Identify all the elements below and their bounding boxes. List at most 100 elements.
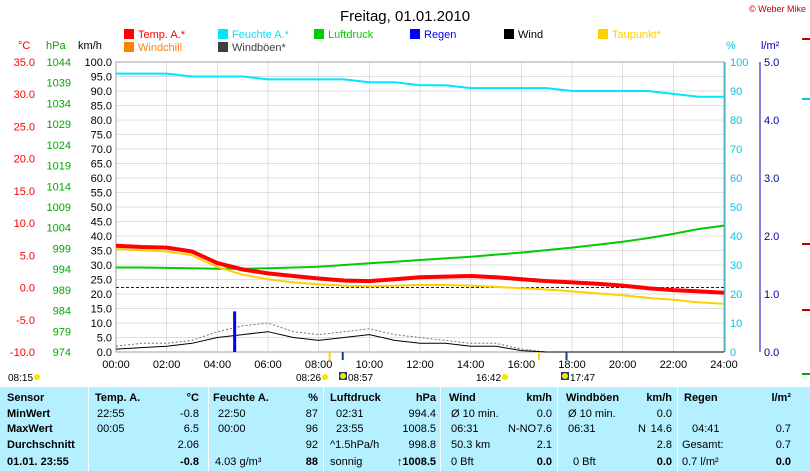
axis-unit-label: hPa xyxy=(46,40,66,52)
stats-cell: Ø 10 min. xyxy=(451,408,499,420)
stats-cell: -0.8 xyxy=(180,408,199,420)
wind-tick-label: 85.0 xyxy=(91,101,112,113)
stats-col-temp: Temp. A. °C 22:55 -0.8 00:05 6.5 2.06 -0.8 xyxy=(88,387,209,471)
legend-swatch xyxy=(124,42,134,52)
stats-cell: ↑1008.5 xyxy=(396,456,436,468)
stats-rain-header: Regen xyxy=(684,392,718,404)
wind-tick-label: 55.0 xyxy=(91,188,112,200)
stats-cell: 23:55 xyxy=(336,423,364,435)
rain-tick-label: 3.0 xyxy=(764,173,779,185)
wind-tick-label: 10.0 xyxy=(91,318,112,330)
stats-rain-unit: l/m² xyxy=(771,392,791,404)
stats-col-gusts: Windböen km/h Ø 10 min. 0.0 06:31 N 14.6 2.8… xyxy=(557,387,678,471)
legend-label: Wind xyxy=(518,29,543,41)
wind-tick-label: 50.0 xyxy=(91,202,112,214)
pressure-tick-label: 1044 xyxy=(47,57,71,69)
humidity-tick-label: 20 xyxy=(730,289,742,301)
stats-col-rain: Regen l/m² 04:41 0.7 Gesamt: 0.7 0.7 l/m² 0.… xyxy=(677,387,810,471)
stats-cell: 0 Bft xyxy=(573,456,596,468)
temp-tick-label: 10.0 xyxy=(14,218,35,230)
axis-units: °C hPa km/h% l/m² xyxy=(18,40,780,52)
stats-cell: 88 xyxy=(305,456,318,468)
stats-cell: 0.0 xyxy=(536,456,552,468)
stats-cell: 4.03 g/m³ xyxy=(215,456,262,468)
rain-tick-label: 4.0 xyxy=(764,115,779,127)
copyright-label: © Weber Mike xyxy=(749,4,806,14)
stats-wind-unit: km/h xyxy=(526,392,552,404)
series-line-taupunkt xyxy=(115,247,725,305)
stats-label-current: 01.01. 23:55 xyxy=(7,456,69,468)
humidity-tick-label: 80 xyxy=(730,115,742,127)
stats-cell: 00:05 xyxy=(97,423,125,435)
pressure-tick-label: 994 xyxy=(53,264,71,276)
wind-tick-label: 75.0 xyxy=(91,130,112,142)
stats-cell: 0.0 xyxy=(775,456,791,468)
stats-cell: 02:31 xyxy=(336,408,364,420)
legend-label: Feuchte A.* xyxy=(232,29,290,41)
temp-tick-label: 5.0 xyxy=(20,250,35,262)
humidity-tick-label: 0 xyxy=(730,347,736,359)
stats-press-header: Luftdruck xyxy=(330,392,381,404)
stats-cell: 2.8 xyxy=(656,439,672,451)
stats-cell: 7.6 xyxy=(536,423,552,435)
time-tick-label: 00:00 xyxy=(102,359,130,371)
time-tick-label: 10:00 xyxy=(356,359,384,371)
pressure-tick-label: 1019 xyxy=(47,161,71,173)
humidity-tick-label: 30 xyxy=(730,260,742,272)
legend-label: Regen xyxy=(424,29,456,41)
stats-wind-header: Wind xyxy=(449,392,476,404)
pressure-tick-label: 984 xyxy=(53,306,71,318)
legend-label: Windböen* xyxy=(232,42,287,54)
rain-tick-label: 2.0 xyxy=(764,231,779,243)
temp-tick-label: 20.0 xyxy=(14,154,35,166)
axis-unit-label: l/m² xyxy=(761,40,780,52)
stats-cell: 87 xyxy=(305,408,318,420)
stats-temp-header: Temp. A. xyxy=(95,392,141,404)
rain-bar xyxy=(233,311,237,352)
sun-icon xyxy=(502,374,508,380)
wind-tick-label: 95.0 xyxy=(91,72,112,84)
wind-tick-label: 100.0 xyxy=(84,57,112,69)
stats-cell: 0.0 xyxy=(656,456,672,468)
stats-hum-header: Feuchte A. xyxy=(213,392,269,404)
time-tick-label: 08:00 xyxy=(305,359,333,371)
axis-unit-label: % xyxy=(726,40,736,52)
axis-unit-label: km/h xyxy=(78,40,102,52)
pressure-tick-label: 979 xyxy=(53,326,71,338)
stats-cell: 92 xyxy=(305,439,318,451)
pressure-tick-label: 999 xyxy=(53,243,71,255)
legend-swatch xyxy=(124,29,134,39)
stats-cell: 2.1 xyxy=(536,439,552,451)
pressure-tick-label: 989 xyxy=(53,285,71,297)
legend-swatch xyxy=(314,29,324,39)
stats-cell: 0.0 xyxy=(656,408,672,420)
wind-tick-label: 70.0 xyxy=(91,144,112,156)
humidity-tick-label: 10 xyxy=(730,318,742,330)
weather-chart: Freitag, 01.01.2010 © Weber Mike Temp. A… xyxy=(8,4,810,384)
stats-cell: 00:00 xyxy=(218,423,246,435)
humidity-tick-label: 60 xyxy=(730,173,742,185)
event-time-label: 08:26 xyxy=(296,373,321,384)
stats-cell: -0.8 xyxy=(180,456,199,468)
temp-tick-label: 15.0 xyxy=(14,186,35,198)
stats-col-labels: Sensor MinWert MaxWert Durchschnitt 01.0… xyxy=(0,387,88,471)
stats-cell: 06:31 xyxy=(451,423,479,435)
stats-cell: 14.6 xyxy=(650,423,672,435)
pressure-tick-label: 1009 xyxy=(47,202,71,214)
stats-hum-unit: % xyxy=(308,392,318,404)
sun-moon-events: 08:15 08:26 08:57 16:42 17:47 xyxy=(8,352,595,384)
stats-cell: ^1.5hPa/h xyxy=(330,439,380,451)
time-tick-label: 14:00 xyxy=(457,359,485,371)
stats-cell: N xyxy=(638,423,646,435)
pressure-tick-label: 1024 xyxy=(47,140,71,152)
stats-cell: 06:31 xyxy=(568,423,596,435)
event-time-label: 08:15 xyxy=(8,373,33,384)
pressure-tick-label: 1004 xyxy=(47,223,71,235)
legend-swatch xyxy=(504,29,514,39)
stats-cell: 2.06 xyxy=(177,439,199,451)
axis-unit-label: °C xyxy=(18,40,30,52)
stats-cell: 22:50 xyxy=(218,408,246,420)
sun-icon xyxy=(322,374,328,380)
sun-icon xyxy=(34,374,40,380)
humidity-tick-label: 40 xyxy=(730,231,742,243)
